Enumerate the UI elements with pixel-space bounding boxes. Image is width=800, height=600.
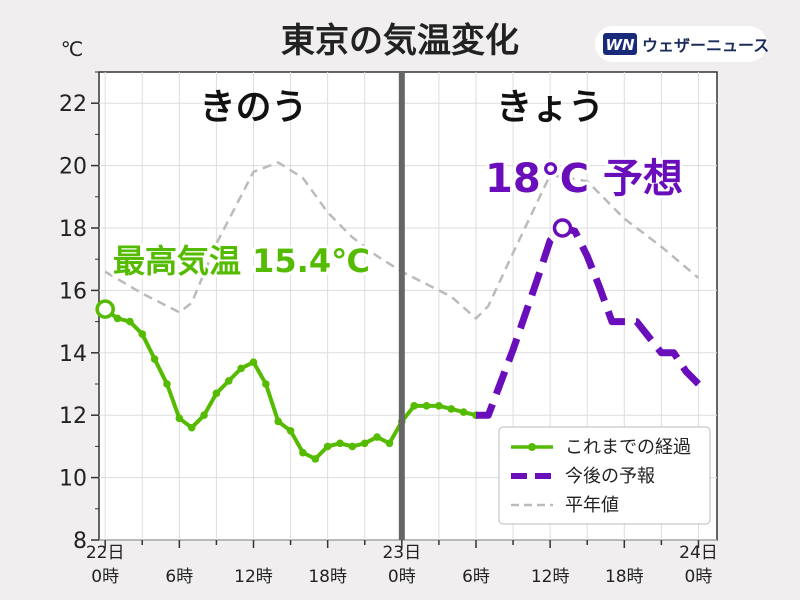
y-tick-label: 8 (73, 529, 87, 554)
y-tick-label: 20 (59, 155, 87, 180)
data-point (323, 442, 332, 451)
wn-logo-icon (603, 33, 637, 55)
data-point (262, 380, 270, 388)
x-tick-label-hour: 18時 (605, 567, 644, 587)
forecast-max-marker (552, 218, 573, 238)
day-label: きょう (496, 87, 604, 128)
data-point (237, 364, 245, 373)
data-point (175, 414, 184, 423)
data-point (348, 442, 357, 451)
data-point (212, 389, 221, 398)
x-tick-label-hour: 6時 (462, 567, 490, 587)
x-tick-label-hour: 6時 (165, 567, 193, 587)
data-point (410, 402, 418, 410)
data-point (113, 314, 122, 323)
y-tick-label: 18 (59, 217, 87, 242)
y-axis: 8 10 12 14 16 18 20 22 (59, 71, 99, 554)
data-point (138, 330, 147, 338)
y-tick-label: 22 (59, 92, 87, 117)
data-point (224, 377, 233, 385)
data-point (126, 317, 134, 326)
brand-logo: WN ウェザーニュース (595, 26, 769, 62)
legend: これまでの経過 今後の予報 平年値 (498, 426, 711, 525)
brand-mark: WN (605, 36, 635, 54)
y-tick-label: 16 (59, 279, 87, 304)
series-line (475, 224, 701, 419)
page-title: 東京の気温変化 (281, 21, 519, 61)
series-layer (101, 161, 701, 463)
x-tick-label-hour: 12時 (234, 567, 273, 587)
x-tick-label-hour: 0時 (685, 567, 713, 587)
forecast-max-annotation: 18℃ 予想 (485, 156, 683, 202)
series-line (104, 161, 700, 320)
data-point (286, 427, 295, 435)
x-tick-label-date: 24日 (679, 543, 718, 563)
y-tick-label: 12 (59, 404, 87, 429)
legend-item-observed: これまでの経過 (565, 437, 691, 458)
y-unit-label: ℃ (61, 37, 83, 61)
data-point (200, 411, 208, 420)
x-axis: 22日 0時 6時 12時 18時 23日 0時 6時 12時 18時 24日 0時 (86, 540, 718, 587)
x-tick-label-hour: 0時 (388, 567, 416, 587)
data-point (435, 402, 443, 410)
data-point (360, 439, 369, 448)
x-tick-label-hour: 0時 (91, 567, 119, 587)
data-point (163, 380, 171, 388)
day-label: きのう (199, 87, 307, 128)
legend-item-forecast: 今後の予報 (565, 466, 655, 487)
data-point (311, 455, 320, 463)
legend-marker-observed (528, 443, 536, 451)
data-point (299, 448, 307, 457)
x-tick-label-date: 23日 (382, 543, 421, 563)
data-point (150, 355, 159, 363)
y-tick-label: 14 (59, 342, 87, 367)
data-point (274, 417, 283, 426)
brand-name: ウェザーニュース (642, 36, 769, 55)
max-temp-marker (95, 299, 115, 319)
data-point (336, 439, 344, 448)
x-tick-label-hour: 12時 (531, 567, 570, 587)
x-tick-label-date: 22日 (86, 543, 125, 563)
annotations: 最高気温 15.4℃ 18℃ 予想 (95, 153, 686, 319)
data-point (447, 405, 456, 413)
day-labels: きのう きょう (199, 87, 604, 128)
data-point (385, 439, 394, 448)
y-tick-label: 10 (59, 467, 87, 492)
max-temp-annotation: 最高気温 15.4℃ (113, 242, 370, 280)
x-tick-label-hour: 18時 (308, 567, 347, 587)
legend-item-normal: 平年値 (565, 495, 619, 516)
data-point (459, 408, 468, 416)
data-point (422, 402, 431, 410)
data-point (249, 358, 258, 366)
data-point (373, 433, 381, 441)
data-point (187, 423, 196, 432)
